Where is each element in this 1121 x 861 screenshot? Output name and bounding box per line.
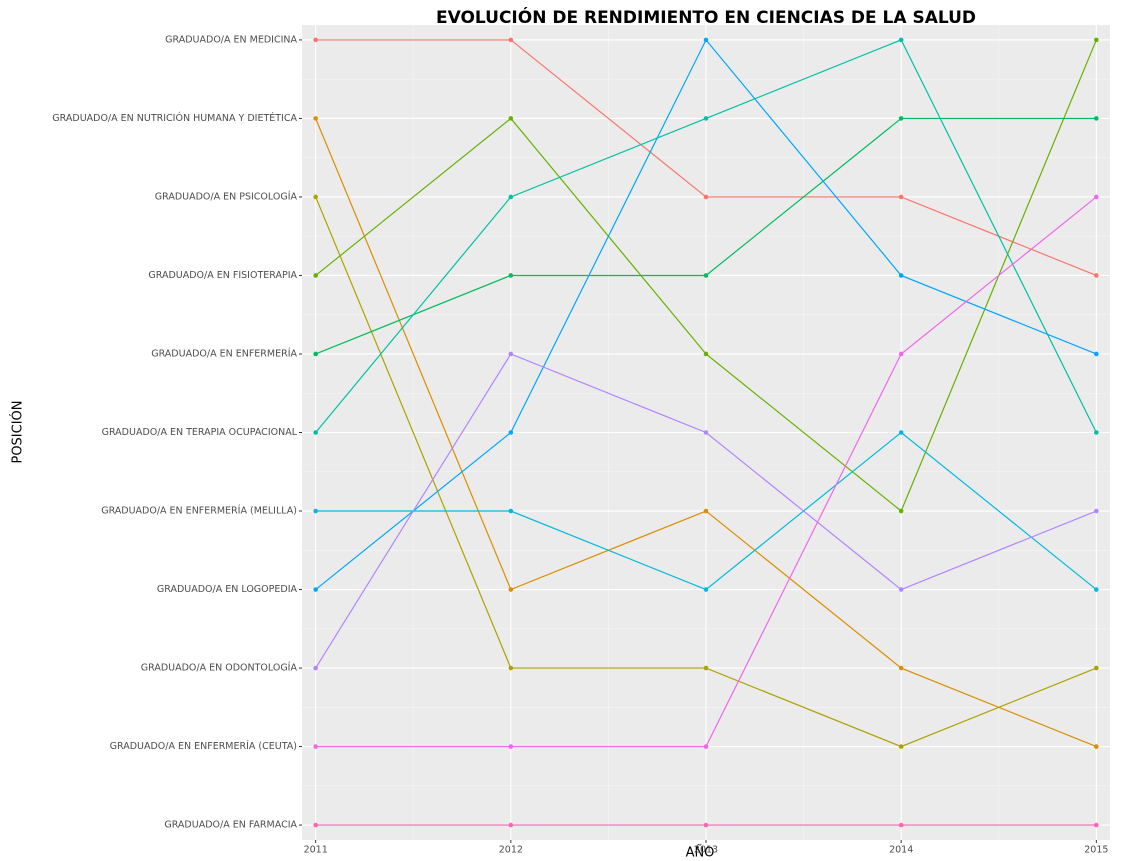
y-tick-label: GRADUADO/A EN TERAPIA OCUPACIONAL [102, 427, 298, 438]
point [313, 37, 318, 43]
x-tick-label: 2012 [499, 845, 523, 856]
point [508, 116, 514, 121]
point [1094, 116, 1099, 121]
point [703, 744, 709, 749]
point [703, 194, 709, 200]
point [313, 508, 318, 514]
x-tick-label: 2011 [304, 845, 328, 856]
point [1094, 665, 1099, 671]
point [703, 587, 709, 592]
point [703, 351, 709, 357]
point [508, 351, 514, 357]
point [703, 116, 709, 121]
point [898, 822, 904, 828]
point [703, 822, 709, 828]
point [313, 744, 318, 749]
y-tick-label: GRADUADO/A EN NUTRICIÓN HUMANA Y DIETÉTI… [52, 112, 297, 124]
point [508, 744, 514, 749]
point [1094, 273, 1099, 278]
point [703, 37, 709, 43]
y-tick-label: GRADUADO/A EN LOGOPEDIA [157, 584, 298, 595]
point [1094, 508, 1099, 514]
point [313, 665, 318, 671]
point [508, 508, 514, 514]
point [703, 665, 709, 671]
point [898, 116, 904, 121]
y-tick-label: GRADUADO/A EN FISIOTERAPIA [148, 270, 297, 281]
point [703, 273, 709, 278]
point [313, 430, 318, 435]
y-tick-label: GRADUADO/A EN MEDICINA [165, 34, 297, 45]
x-tick-label: 2013 [694, 845, 718, 856]
x-axis-title: AÑO [686, 845, 715, 861]
y-axis-title: POSICIÓN [10, 400, 26, 463]
y-tick-label: GRADUADO/A EN ENFERMERÍA (CEUTA) [110, 740, 297, 752]
point [1094, 430, 1099, 435]
point [898, 37, 904, 43]
point [508, 665, 514, 671]
point [1094, 37, 1099, 43]
y-tick-label: GRADUADO/A EN ENFERMERÍA (MELILLA) [101, 505, 297, 517]
point [703, 508, 709, 514]
point [898, 508, 904, 514]
point [1094, 587, 1099, 592]
point [508, 822, 514, 828]
point [313, 351, 318, 357]
point [508, 587, 514, 592]
point [898, 430, 904, 435]
chart-title: EVOLUCIÓN DE RENDIMIENTO EN CIENCIAS DE … [436, 6, 976, 28]
point [508, 37, 514, 43]
x-tick-label: 2014 [889, 845, 913, 856]
point [1094, 744, 1099, 749]
point [508, 194, 514, 200]
point [508, 273, 514, 278]
point [1094, 351, 1099, 357]
point [313, 587, 318, 592]
y-tick-label: GRADUADO/A EN ENFERMERÍA [151, 347, 297, 359]
point [703, 430, 709, 435]
point [898, 194, 904, 200]
point [313, 822, 318, 828]
point [898, 665, 904, 671]
point [1094, 194, 1099, 200]
point [313, 273, 318, 278]
x-tick-label: 2015 [1084, 845, 1108, 856]
y-tick-label: GRADUADO/A EN ODONTOLOGÍA [141, 662, 298, 674]
point [313, 194, 318, 200]
y-tick-label: GRADUADO/A EN PSICOLOGÍA [155, 190, 298, 202]
point [898, 587, 904, 592]
point [1094, 822, 1099, 828]
point [313, 116, 318, 121]
y-tick-label: GRADUADO/A EN FARMACIA [164, 820, 297, 831]
point [508, 430, 514, 435]
point [898, 351, 904, 357]
point [898, 273, 904, 278]
point [898, 744, 904, 749]
